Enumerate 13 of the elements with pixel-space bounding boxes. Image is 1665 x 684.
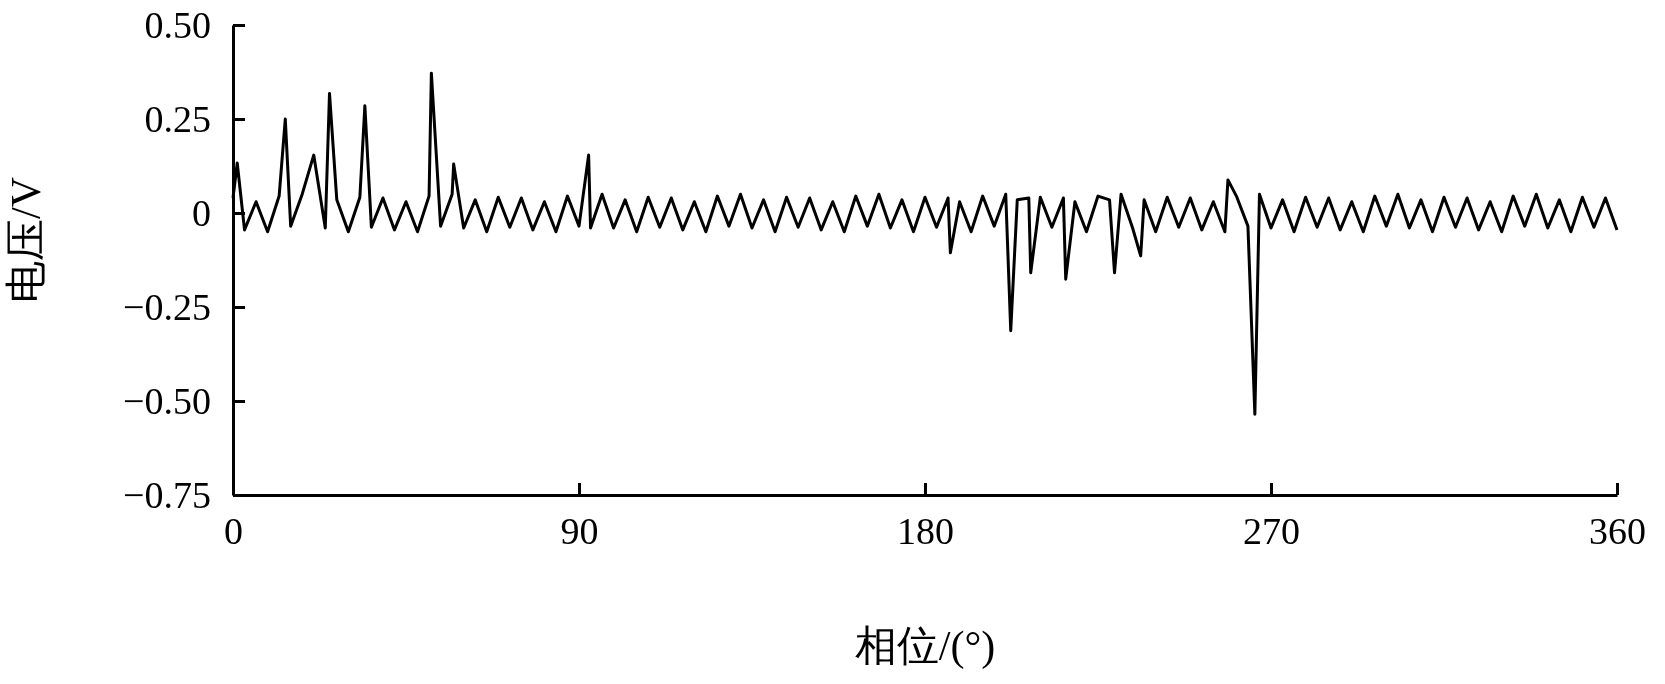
y-tick-label: 0.25	[144, 97, 211, 140]
y-tick-label: 0	[192, 191, 211, 234]
x-tick-label: 270	[1243, 509, 1300, 552]
x-tick-label: 360	[1589, 509, 1646, 552]
y-tick-label: 0.50	[144, 3, 211, 46]
x-tick-label: 90	[560, 509, 599, 552]
y-tick-label: −0.25	[123, 285, 211, 328]
x-axis-title: 相位/(°)	[854, 623, 996, 670]
x-tick-label: 0	[224, 509, 243, 552]
y-tick-label: −0.75	[123, 473, 211, 516]
x-tick-label: 180	[897, 509, 954, 552]
y-axis-title: 电压/V	[3, 177, 49, 303]
y-tick-label: −0.50	[123, 379, 211, 422]
